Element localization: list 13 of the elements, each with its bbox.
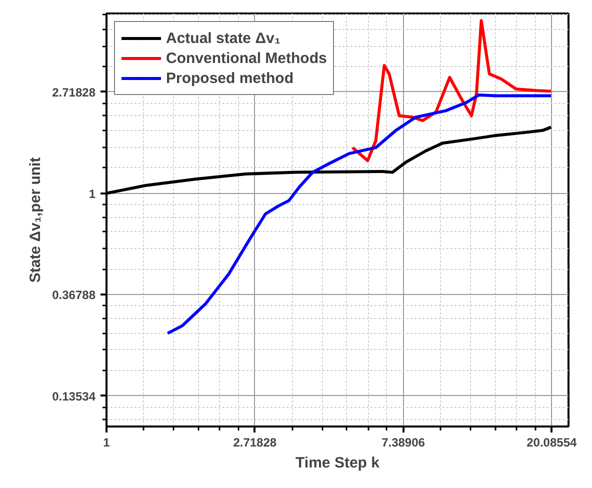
x-tick-label: 7.38906 bbox=[382, 436, 426, 450]
x-tick-label: 1 bbox=[103, 436, 110, 450]
x-tick-label: 2.71828 bbox=[233, 436, 277, 450]
y-axis-title: State Δv₁,per unit bbox=[27, 157, 44, 283]
y-tick-label: 1 bbox=[88, 186, 96, 201]
y-tick-label: 0.36788 bbox=[52, 288, 96, 302]
legend-label: Actual state Δv₁ bbox=[166, 29, 281, 47]
legend-label: Conventional Methods bbox=[166, 49, 327, 67]
x-axis-title: Time Step k bbox=[296, 454, 380, 472]
y-tick-label: 0.13534 bbox=[52, 389, 96, 404]
legend-label: Proposed method bbox=[166, 69, 294, 87]
x-tick-label: 20.08554 bbox=[526, 436, 578, 450]
y-tick-label: 2.71828 bbox=[52, 85, 96, 100]
